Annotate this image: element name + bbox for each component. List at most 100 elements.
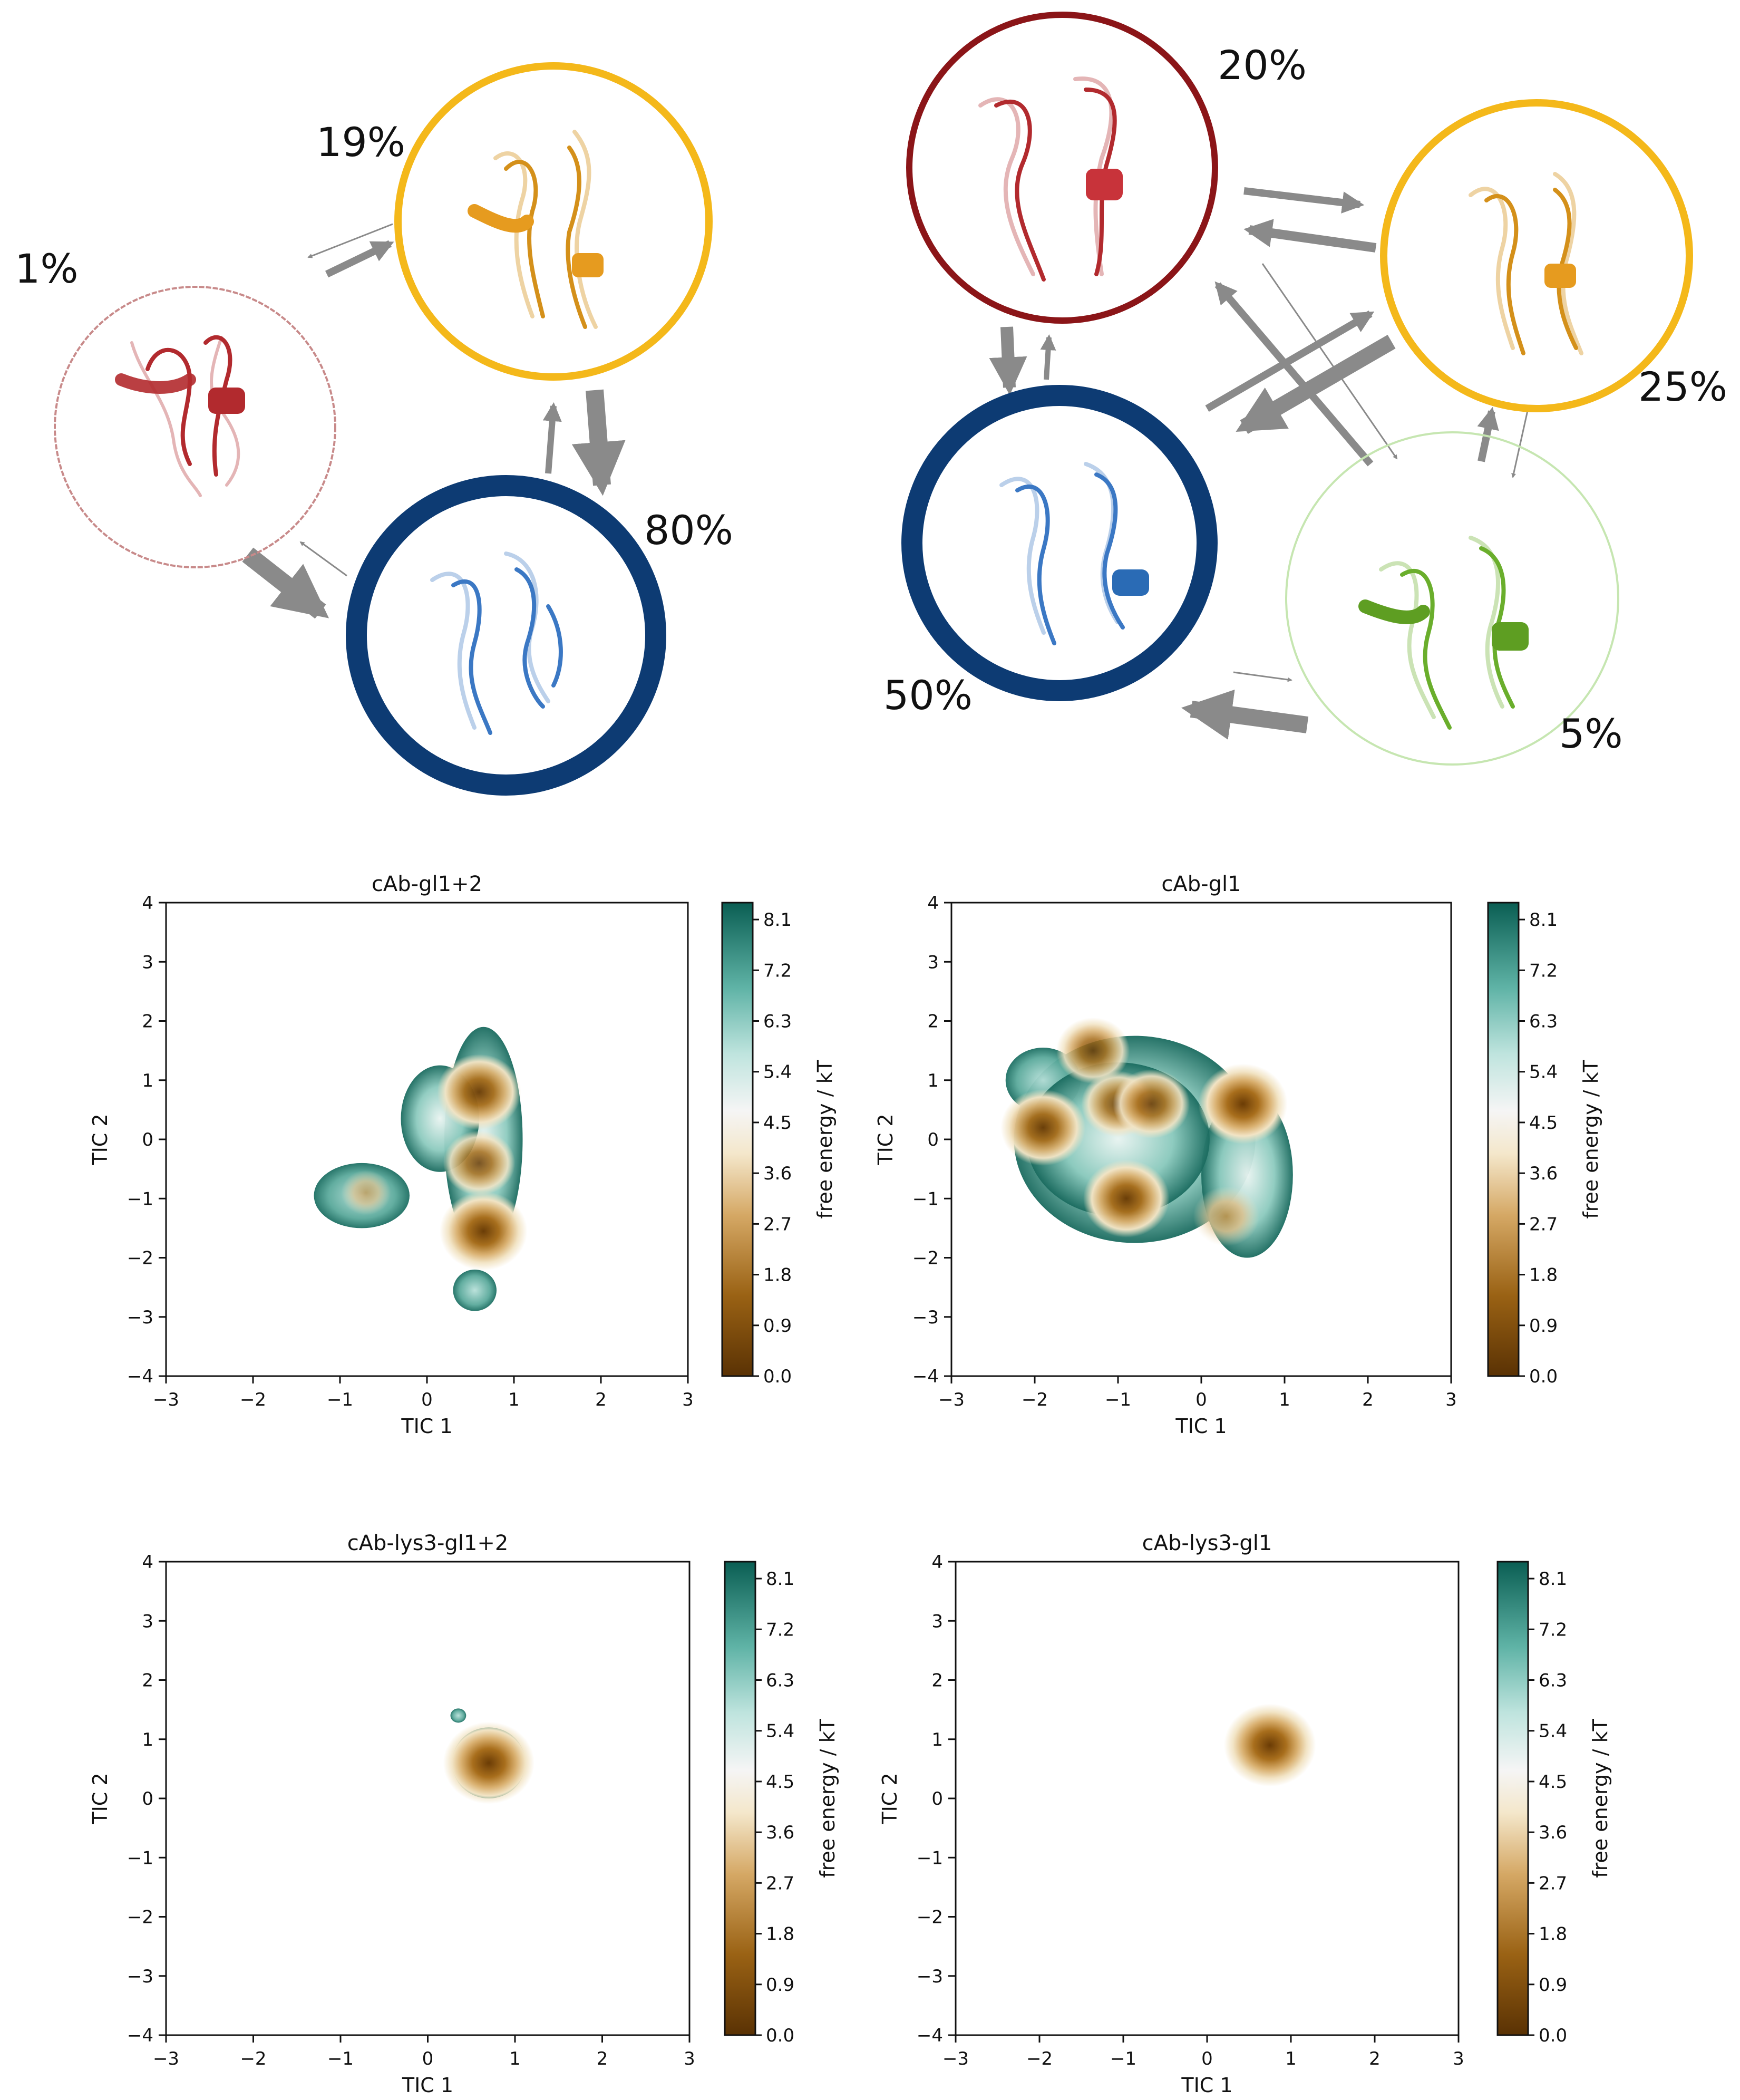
colorbar-tick-label: 2.7: [766, 1873, 794, 1894]
state-yellow-percent: 19%: [316, 119, 405, 166]
y-tick-label: −2: [912, 1248, 939, 1269]
x-tick-label: 0: [1201, 2048, 1213, 2069]
arrow-darkred-to-yellow: [1243, 187, 1365, 214]
x-tick-label: 2: [595, 1389, 607, 1410]
colorbar-tick-label: 0.0: [1539, 2025, 1567, 2046]
x-axis-label: TIC 1: [1175, 1415, 1227, 1438]
colorbar-tick-label: 0.9: [763, 1315, 792, 1337]
colorbar: 0.0 0.9 1.8 2.7 3.6 4.5 5.4 6.3 7.2 8.1 free energ…: [721, 902, 837, 1387]
state-darkred-percent: 20%: [1218, 42, 1307, 89]
state-red-circle: [54, 286, 336, 568]
x-axis-label: TIC 1: [402, 2074, 453, 2097]
colorbar-tick-label: 5.4: [1529, 1062, 1558, 1083]
colorbar-tick-label: 0.9: [1529, 1315, 1558, 1337]
state-yellow-right: 25%: [1380, 99, 1727, 412]
density-region: [453, 1269, 497, 1311]
colorbar-tick-label: 8.1: [763, 909, 792, 931]
y-tick-label: −4: [127, 2025, 153, 2046]
colorbar-tick-label: 1.8: [1529, 1265, 1558, 1286]
y-tick-label: 0: [142, 1788, 153, 1809]
state-darkred-circle: [906, 12, 1218, 324]
colorbar-gradient: [1487, 902, 1520, 1377]
x-tick-label: −3: [938, 1389, 965, 1410]
colorbar-tick-label: 3.6: [763, 1163, 792, 1184]
colorbar: 0.0 0.9 1.8 2.7 3.6 4.5 5.4 6.3 7.2 8.1 free energ…: [724, 1561, 839, 2046]
energy-minimum: [1193, 1186, 1260, 1246]
x-tick-label: −1: [1110, 2048, 1136, 2069]
x-tick-label: −1: [327, 2048, 354, 2069]
y-tick-label: 0: [931, 1788, 943, 1809]
colorbar-tick-label: 2.7: [1539, 1873, 1567, 1894]
colorbar-label: free energy / kT: [813, 1059, 837, 1218]
y-tick-label: −1: [127, 1188, 153, 1209]
x-axis-label: TIC 1: [401, 1415, 452, 1438]
colorbar-tick-label: 3.6: [766, 1822, 794, 1843]
colorbar-tick-label: 8.1: [1529, 909, 1558, 931]
state-yellow-right-structure: [1469, 172, 1583, 355]
y-tick-label: 1: [142, 1070, 153, 1091]
x-tick-label: −2: [1022, 1389, 1048, 1410]
y-tick-label: −1: [127, 1847, 153, 1869]
state-blue-circle: [346, 475, 666, 796]
y-tick-label: 4: [931, 1552, 943, 1573]
y-tick-label: 3: [142, 1611, 153, 1632]
y-tick-label: −3: [917, 1966, 943, 1987]
x-tick-label: −3: [153, 1389, 179, 1410]
arrow-darkred-to-blue: [989, 326, 1027, 395]
colorbar-gradient: [1496, 1561, 1529, 2036]
y-tick-label: 1: [142, 1729, 153, 1750]
state-blue-right-percent: 50%: [883, 672, 973, 719]
colorbar-gradient: [724, 1561, 756, 2036]
state-yellow-structure: [468, 130, 604, 329]
arrow-blue-to-yellow: [542, 402, 562, 474]
y-tick-label: 0: [927, 1129, 939, 1150]
colorbar-label: free energy / kT: [816, 1718, 839, 1878]
state-yellow-circle: [394, 62, 713, 381]
x-tick-label: −2: [240, 2048, 266, 2069]
state-blue-right-circle: [901, 385, 1218, 701]
energy-minimum: [443, 1721, 534, 1804]
colorbar-tick-label: 1.8: [766, 1924, 794, 1945]
y-tick-label: −4: [127, 1366, 153, 1387]
state-blue: 80%: [346, 475, 733, 796]
state-blue-percent: 80%: [644, 507, 733, 554]
energy-minimum: [1198, 1063, 1288, 1144]
y-tick-label: −3: [127, 1307, 153, 1328]
colorbar-tick-label: 6.3: [763, 1011, 792, 1032]
heatmap-panel-3: −3 −2 −1 0 1 2 3−4−3−2−101234cAb-lys3-gl1+2TIC…: [89, 1531, 839, 2097]
plot-area: [443, 1708, 534, 1804]
y-tick-label: 2: [142, 1670, 153, 1691]
colorbar: 0.0 0.9 1.8 2.7 3.6 4.5 5.4 6.3 7.2 8.1 free energ…: [1496, 1561, 1612, 2046]
y-tick-label: 0: [142, 1129, 153, 1150]
colorbar-gradient: [721, 902, 754, 1377]
arrow-red-to-yellow: [325, 240, 394, 278]
colorbar-tick-label: 0.9: [1539, 1975, 1567, 1996]
state-green: 5%: [1285, 431, 1623, 766]
x-tick-label: 2: [1369, 2048, 1381, 2069]
network-right: 20% 25% 50%: [883, 12, 1727, 766]
x-tick-label: 1: [1279, 1389, 1290, 1410]
colorbar-tick-label: 7.2: [1529, 960, 1558, 981]
arrow-blue-to-red: [299, 541, 347, 577]
x-tick-label: 1: [508, 1389, 520, 1410]
colorbar-tick-label: 0.9: [766, 1975, 794, 1996]
x-tick-label: −3: [153, 2048, 179, 2069]
colorbar-tick-label: 0.0: [763, 1366, 792, 1387]
colorbar-tick-label: 3.6: [1529, 1163, 1558, 1184]
state-green-percent: 5%: [1559, 710, 1623, 757]
y-tick-label: 4: [142, 1552, 153, 1573]
colorbar-label: free energy / kT: [1579, 1059, 1602, 1218]
y-tick-label: −1: [917, 1847, 943, 1869]
y-tick-label: 2: [142, 1011, 153, 1032]
energy-minimum: [1056, 1017, 1130, 1084]
x-tick-label: 1: [1285, 2048, 1297, 2069]
x-tick-label: −1: [327, 1389, 353, 1410]
y-tick-label: −2: [127, 1248, 153, 1269]
colorbar-tick-label: 4.5: [1539, 1772, 1567, 1793]
x-tick-label: 0: [422, 2048, 434, 2069]
axes-frame: [165, 1561, 691, 2036]
state-yellow: 19%: [316, 62, 713, 381]
colorbar-tick-label: 5.4: [1539, 1721, 1567, 1742]
